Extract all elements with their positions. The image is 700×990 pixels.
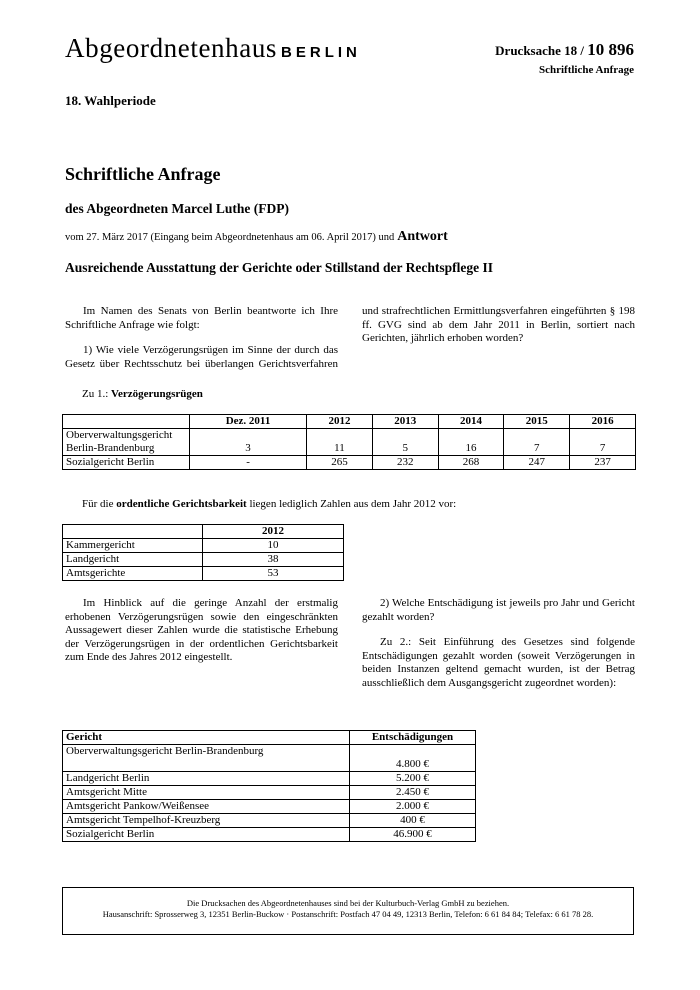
table-row: Oberverwaltungsgericht Berlin-Brandenbur…	[62, 428, 636, 456]
header-cell: 2012	[202, 524, 344, 539]
period: 18. Wahlperiode	[65, 93, 156, 108]
note-bold: ordentliche Gerichtsbarkeit	[116, 498, 247, 510]
label-cell: Amtsgericht Tempelhof-Kreuzberg	[62, 813, 350, 828]
question: 1) Wie viele Verzögerungsrügen im Sinne …	[65, 305, 635, 370]
dates: vom 27. März 2017 (Eingang beim Abgeordn…	[65, 230, 448, 245]
table-row: Landgericht 38	[62, 552, 344, 567]
value-cell: 10	[202, 538, 344, 553]
value-cell: 5	[371, 428, 439, 456]
label-cell: Landgericht	[62, 552, 203, 567]
value-cell: 53	[202, 566, 344, 581]
corner-cell	[62, 524, 203, 539]
header-cell: 2012	[306, 414, 373, 429]
value-cell: 3	[188, 428, 308, 456]
header-cell: 2016	[569, 414, 636, 429]
footer-line: Die Drucksachen des Abgeordnetenhauses s…	[186, 898, 510, 908]
value-cell: 247	[503, 455, 571, 470]
table: 2012 Kammergericht 10 Landgericht 38 Amtsgeri…	[62, 524, 344, 581]
dates-text: vom 27. März 2017 (Eingang beim Abgeordn…	[65, 232, 395, 243]
corner-cell	[62, 414, 190, 429]
answer-label: Zu 1.:	[82, 388, 109, 400]
value-cell: 237	[569, 455, 636, 470]
intro-columns: Im Namen des Senats von Berlin beantwort…	[65, 305, 635, 371]
table-row: Kammergericht 10	[62, 538, 344, 553]
header-cell: 2015	[503, 414, 571, 429]
header-row: Dez. 2011 2012 2013 2014 2015 2016	[62, 414, 636, 429]
header-cell: Gericht	[62, 730, 350, 745]
table-row: Landgericht Berlin 5.200 €	[62, 771, 476, 786]
value-cell: -	[188, 455, 308, 470]
label-cell: Sozialgericht Berlin	[62, 455, 190, 470]
table: Gericht Entschädigungen Oberverwaltungsger…	[62, 730, 476, 842]
footer: Die Drucksachen des Abgeordnetenhauses s…	[62, 887, 634, 935]
label-cell: Oberverwaltungsgericht Berlin-Brandenbur…	[62, 428, 190, 456]
left-column: Im Hinblick auf die geringe Anzahl der e…	[65, 597, 338, 677]
table-row: Sozialgericht Berlin -265 232 268 247 237	[62, 455, 636, 470]
note-text: Für die	[82, 498, 114, 510]
subject: Ausreichende Ausstattung der Gerichte od…	[65, 260, 493, 275]
title: Schriftliche Anfrage	[65, 164, 221, 184]
answer: Zu 2.: Seit Einführung des Gesetzes sind…	[362, 636, 635, 690]
value-cell: 4.800 €	[349, 744, 476, 772]
doc-type: Schriftliche Anfrage	[538, 64, 634, 76]
right-column: 2) Welche Entschädigung ist jeweils pro …	[362, 597, 635, 702]
drucksache-label: Drucksache 18 /	[495, 43, 584, 58]
table-row: Oberverwaltungsgericht Berlin-Brandenbur…	[62, 744, 476, 772]
header-cell: Entschädigungen	[349, 730, 476, 745]
value-cell: 232	[371, 455, 439, 470]
table-row: Amtsgericht Mitte 2.450 €	[62, 785, 476, 800]
brand-name: Abgeordnetenhaus	[65, 33, 278, 63]
value-cell: 265	[306, 455, 373, 470]
footer-line: Hausanschrift: Sprosserweg 3, 12351 Berl…	[102, 909, 594, 919]
drucksache: Drucksache 18 / 10 896	[495, 40, 634, 61]
value-cell: 2.000 €	[349, 799, 476, 814]
header-cell: 2013	[371, 414, 439, 429]
header-cell: 2014	[437, 414, 505, 429]
answer-label: Antwort	[397, 229, 448, 244]
brand-city: BERLIN	[281, 44, 361, 61]
value-cell: 400 €	[349, 813, 476, 828]
label-cell: Kammergericht	[62, 538, 203, 553]
author: des Abgeordneten Marcel Luthe (FDP)	[65, 201, 289, 216]
value-cell: 7	[503, 428, 571, 456]
table-row: Amtsgericht Pankow/Weißensee 2.000 €	[62, 799, 476, 814]
answer-text: Seit Einführung des Gesetzes sind folgen…	[362, 636, 636, 689]
value-cell: 5.200 €	[349, 771, 476, 786]
table-row: Amtsgerichte 53	[62, 566, 344, 581]
table: Dez. 2011 2012 2013 2014 2015 2016 Oberverwalt…	[62, 414, 636, 470]
value-cell: 38	[202, 552, 344, 567]
label-cell: Landgericht Berlin	[62, 771, 350, 786]
table-row: Sozialgericht Berlin 46.900 €	[62, 827, 476, 842]
header-cell: Dez. 2011	[188, 414, 308, 429]
label-cell: Amtsgericht Mitte	[62, 785, 350, 800]
note-text: liegen lediglich Zahlen aus dem Jahr 201…	[249, 498, 457, 510]
brand: Abgeordnetenhaus BERLIN	[65, 32, 361, 69]
label-cell: Sozialgericht Berlin	[62, 827, 350, 842]
intro: Im Namen des Senats von Berlin beantwort…	[65, 305, 338, 331]
value-cell: 11	[306, 428, 373, 456]
table-row: Amtsgericht Tempelhof-Kreuzberg 400 €	[62, 813, 476, 828]
question: 2) Welche Entschädigung ist jeweils pro …	[362, 597, 635, 623]
remark: Im Hinblick auf die geringe Anzahl der e…	[65, 597, 338, 663]
label-cell: Amtsgericht Pankow/Weißensee	[62, 799, 350, 814]
label-cell: Amtsgerichte	[62, 566, 203, 581]
drucksache-number: 10 896	[587, 40, 634, 59]
value-cell: 2.450 €	[349, 785, 476, 800]
value-cell: 46.900 €	[349, 827, 476, 842]
header-row: Gericht Entschädigungen	[62, 730, 476, 745]
note: Für die ordentliche Gerichtsbarkeit lieg…	[82, 498, 456, 512]
header-row: 2012	[62, 524, 344, 539]
value-cell: 16	[437, 428, 505, 456]
answer-heading: Zu 1.: Verzögerungsrügen	[82, 388, 203, 402]
answer-heading-text: Verzögerungsrügen	[111, 388, 203, 400]
answer-label: Zu 2.:	[380, 636, 412, 648]
value-cell: 268	[437, 455, 505, 470]
label-cell: Oberverwaltungsgericht Berlin-Brandenbur…	[62, 744, 350, 772]
value-cell: 7	[569, 428, 636, 456]
